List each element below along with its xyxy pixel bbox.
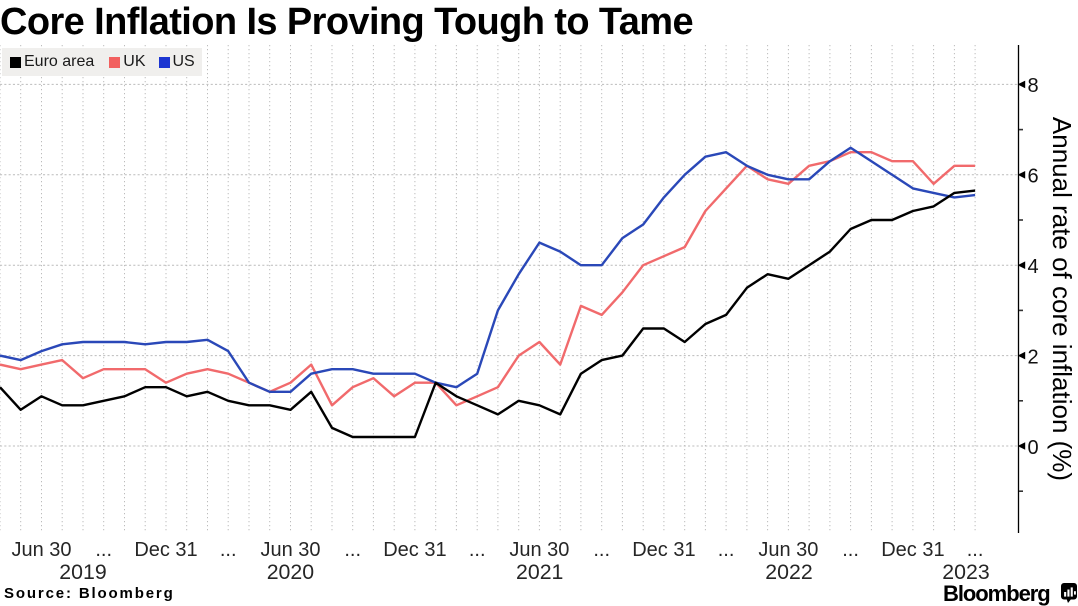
svg-text:...: ...: [220, 539, 237, 561]
svg-text:0: 0: [1028, 437, 1039, 459]
svg-text:Jun 30: Jun 30: [758, 539, 818, 561]
svg-text:...: ...: [469, 539, 486, 561]
svg-text:...: ...: [842, 539, 859, 561]
svg-text:2: 2: [1028, 346, 1039, 368]
svg-text:4: 4: [1028, 256, 1039, 278]
svg-text:Annual rate of core inflation: Annual rate of core inflation (%): [1047, 117, 1077, 481]
svg-text:Jun 30: Jun 30: [509, 539, 569, 561]
svg-text:6: 6: [1028, 166, 1039, 188]
svg-text:...: ...: [344, 539, 361, 561]
svg-text:Dec 31: Dec 31: [881, 539, 944, 561]
svg-text:2019: 2019: [59, 560, 106, 584]
svg-text:...: ...: [967, 539, 984, 561]
svg-text:...: ...: [95, 539, 112, 561]
svg-text:2023: 2023: [942, 560, 989, 584]
svg-text:...: ...: [593, 539, 610, 561]
svg-text:Jun 30: Jun 30: [11, 539, 71, 561]
svg-text:Dec 31: Dec 31: [383, 539, 446, 561]
svg-text:Dec 31: Dec 31: [134, 539, 197, 561]
svg-text:8: 8: [1028, 75, 1039, 97]
svg-text:...: ...: [718, 539, 735, 561]
svg-text:2022: 2022: [765, 560, 812, 584]
svg-text:2020: 2020: [267, 560, 315, 584]
svg-text:Jun 30: Jun 30: [260, 539, 320, 561]
svg-text:Dec 31: Dec 31: [632, 539, 695, 561]
svg-text:2021: 2021: [516, 560, 563, 584]
